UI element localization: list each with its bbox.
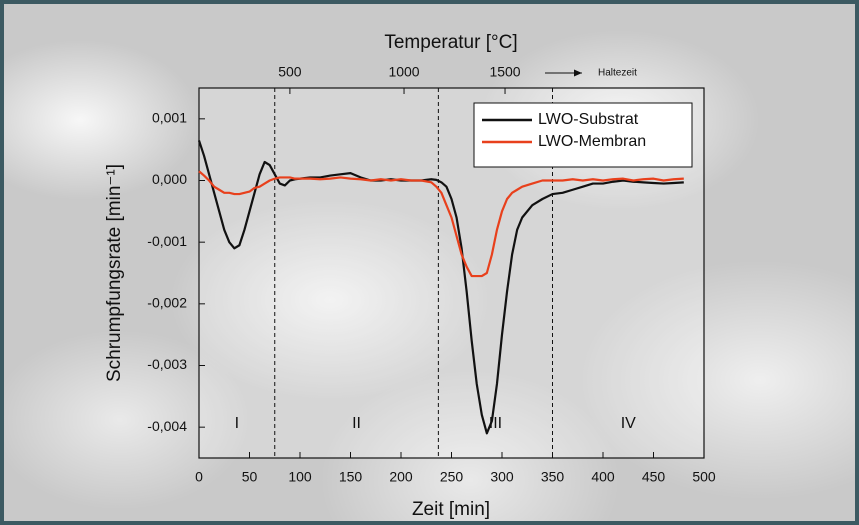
arrow-head <box>574 69 582 77</box>
top-tick-label: 500 <box>278 64 302 80</box>
region-label: IV <box>621 415 636 432</box>
y-tick-label: -0,001 <box>147 233 187 249</box>
legend-label: LWO-Membran <box>538 133 646 150</box>
series-line <box>197 140 684 435</box>
note: Haltezeit <box>598 68 637 79</box>
x-tick-label: 500 <box>692 469 716 485</box>
x-tick-label: 250 <box>440 469 464 485</box>
top-tick-label: 1500 <box>489 64 520 80</box>
y-tick-label: -0,003 <box>147 356 187 372</box>
y-tick-label: -0,004 <box>147 418 187 434</box>
y-tick-label: -0,002 <box>147 295 187 311</box>
top-axis-title: Temperatur [°C] <box>384 32 517 53</box>
y-tick-label: 0,001 <box>152 110 187 126</box>
top-tick-label: 1000 <box>388 64 419 80</box>
y-axis-title: Schrumpfungsrate [min⁻¹] <box>104 164 125 382</box>
x-tick-label: 450 <box>642 469 666 485</box>
legend-box <box>473 102 693 168</box>
x-tick-label: 100 <box>288 469 312 485</box>
legend-label: LWO-Substrat <box>538 111 639 128</box>
x-tick-label: 300 <box>490 469 514 485</box>
series-line <box>198 170 684 278</box>
x-tick-label: 0 <box>195 469 203 485</box>
y-tick-label: 0,000 <box>152 171 187 187</box>
x-tick-label: 350 <box>541 469 565 485</box>
x-tick-label: 50 <box>242 469 258 485</box>
x-tick-label: 200 <box>389 469 413 485</box>
region-label: I <box>235 415 239 432</box>
x-tick-label: 400 <box>591 469 615 485</box>
region-label: II <box>352 415 361 432</box>
x-axis-title: Zeit [min] <box>412 499 490 520</box>
x-tick-label: 150 <box>339 469 363 485</box>
